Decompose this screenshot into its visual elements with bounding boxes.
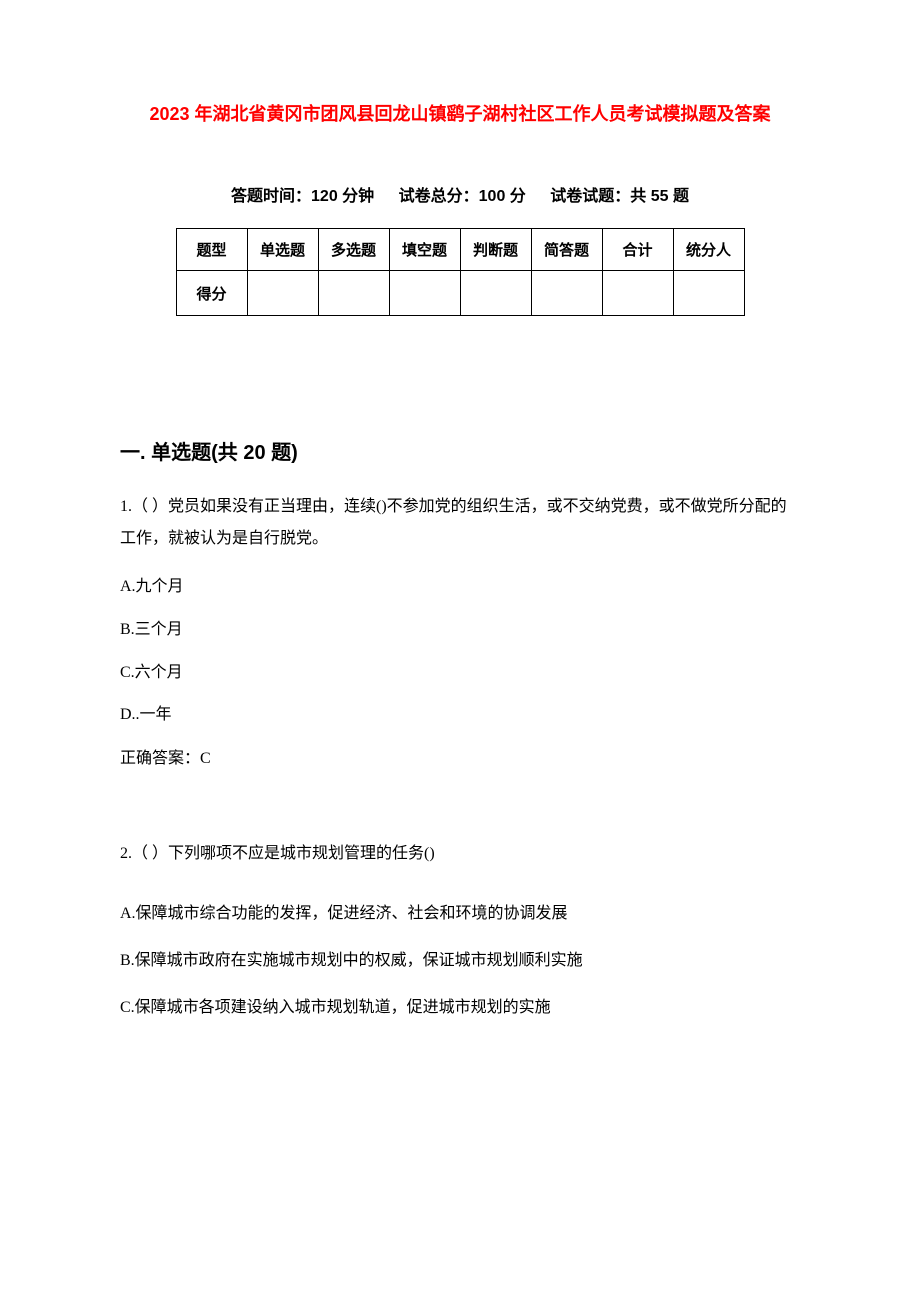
score-cell — [602, 271, 673, 316]
score-cell — [531, 271, 602, 316]
q1-option-d: D..一年 — [120, 701, 800, 730]
score-table: 题型 单选题 多选题 填空题 判断题 简答题 合计 统分人 得分 — [176, 228, 745, 316]
meta-total: 试卷总分：100 分 — [399, 188, 526, 205]
score-cell — [673, 271, 744, 316]
score-cell — [318, 271, 389, 316]
q1-option-b: B.三个月 — [120, 616, 800, 645]
document-page: 2023 年湖北省黄冈市团风县回龙山镇鹞子湖村社区工作人员考试模拟题及答案 答题… — [0, 0, 920, 1302]
q2-option-a: A.保障城市综合功能的发挥，促进经济、社会和环境的协调发展 — [120, 900, 800, 929]
score-col-short: 简答题 — [531, 229, 602, 271]
score-row-label: 得分 — [176, 271, 247, 316]
score-col-fill: 填空题 — [389, 229, 460, 271]
q1-option-a: A.九个月 — [120, 573, 800, 602]
meta-count: 试卷试题：共 55 题 — [550, 188, 689, 205]
score-col-single: 单选题 — [247, 229, 318, 271]
score-table-header-row: 题型 单选题 多选题 填空题 判断题 简答题 合计 统分人 — [176, 229, 744, 271]
score-cell — [389, 271, 460, 316]
score-col-type: 题型 — [176, 229, 247, 271]
q2-option-b: B.保障城市政府在实施城市规划中的权威，保证城市规划顺利实施 — [120, 947, 800, 976]
document-title: 2023 年湖北省黄冈市团风县回龙山镇鹞子湖村社区工作人员考试模拟题及答案 — [120, 100, 800, 126]
q2-text: 2.（ ）下列哪项不应是城市规划管理的任务() — [120, 838, 800, 870]
score-col-judge: 判断题 — [460, 229, 531, 271]
score-col-grader: 统分人 — [673, 229, 744, 271]
q1-option-c: C.六个月 — [120, 659, 800, 688]
score-cell — [247, 271, 318, 316]
score-col-total: 合计 — [602, 229, 673, 271]
section-heading: 一. 单选题(共 20 题) — [120, 436, 800, 465]
score-col-multi: 多选题 — [318, 229, 389, 271]
q2-option-c: C.保障城市各项建设纳入城市规划轨道，促进城市规划的实施 — [120, 994, 800, 1023]
q1-answer: 正确答案：C — [120, 744, 800, 768]
exam-meta: 答题时间：120 分钟 试卷总分：100 分 试卷试题：共 55 题 — [120, 182, 800, 206]
q1-text: 1.（ ）党员如果没有正当理由，连续()不参加党的组织生活，或不交纳党费，或不做… — [120, 491, 800, 555]
score-table-score-row: 得分 — [176, 271, 744, 316]
score-cell — [460, 271, 531, 316]
meta-time: 答题时间：120 分钟 — [231, 188, 374, 205]
